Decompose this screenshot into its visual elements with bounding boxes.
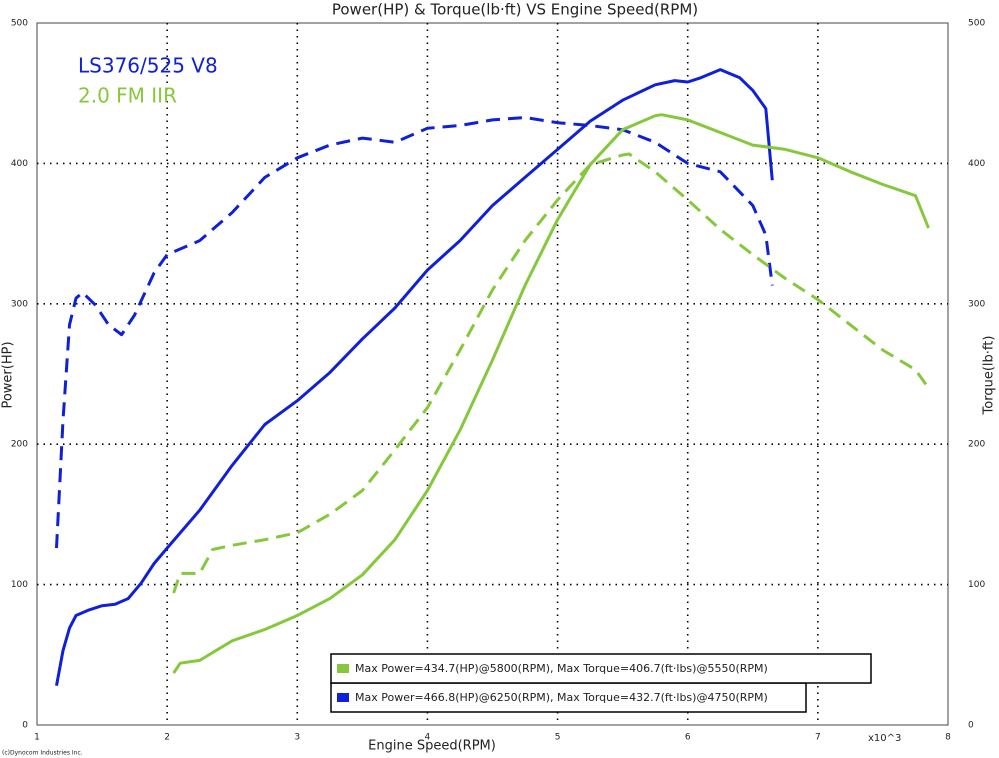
summary-box: Max Power=466.8(HP)@6250(RPM), Max Torqu…: [330, 682, 807, 713]
torque-line: [172, 152, 930, 594]
x-tick-label: 8: [945, 733, 951, 743]
x-tick-label: 3: [294, 733, 300, 743]
y2-tick-label: 200: [968, 440, 985, 450]
x-tick-label: 7: [815, 733, 821, 743]
y2-tick-label: 0: [968, 721, 974, 731]
y-tick-label: 400: [11, 159, 28, 169]
summary-swatch: [337, 693, 349, 702]
y-tick-label: 300: [11, 299, 28, 309]
x-tick-label: 4: [425, 733, 431, 743]
legend-label: LS376/525 V8: [78, 54, 218, 78]
y2-tick-label: 100: [968, 580, 985, 590]
y-tick-label: 0: [22, 721, 28, 731]
x-axis-label: Engine Speed(RPM): [368, 739, 496, 754]
x-tick-label: 5: [555, 733, 561, 743]
x-multiplier: x10^3: [868, 733, 901, 744]
summary-frame: [330, 653, 872, 684]
summary-box: Max Power=434.7(HP)@5800(RPM), Max Torqu…: [330, 653, 872, 684]
x-tick-label: 2: [164, 733, 170, 743]
y2-axis-label: Torque(lb·ft): [982, 336, 997, 416]
y-axis-label: Power(HP): [1, 341, 16, 408]
credit: (c)Dynocom Industries Inc.: [2, 750, 83, 757]
summary-text: Max Power=466.8(HP)@6250(RPM), Max Torqu…: [355, 691, 768, 704]
summary-text: Max Power=434.7(HP)@5800(RPM), Max Torqu…: [355, 662, 768, 675]
y2-tick-label: 300: [968, 299, 985, 309]
x-tick-label: 1: [34, 733, 40, 743]
y2-tick-label: 400: [968, 159, 985, 169]
legend-label: 2.0 FM IIR: [78, 84, 177, 108]
x-tick-label: 6: [685, 733, 691, 743]
power-line: [172, 113, 930, 674]
torque-line: [55, 116, 774, 549]
power-line: [55, 68, 774, 686]
chart-title: Power(HP) & Torque(lb·ft) VS Engine Spee…: [332, 1, 698, 19]
y-tick-label: 200: [11, 440, 28, 450]
y-tick-label: 500: [11, 19, 28, 29]
y2-tick-label: 500: [968, 19, 985, 29]
summary-swatch: [337, 664, 349, 673]
y-tick-label: 100: [11, 580, 28, 590]
plot-frame: [36, 22, 949, 726]
